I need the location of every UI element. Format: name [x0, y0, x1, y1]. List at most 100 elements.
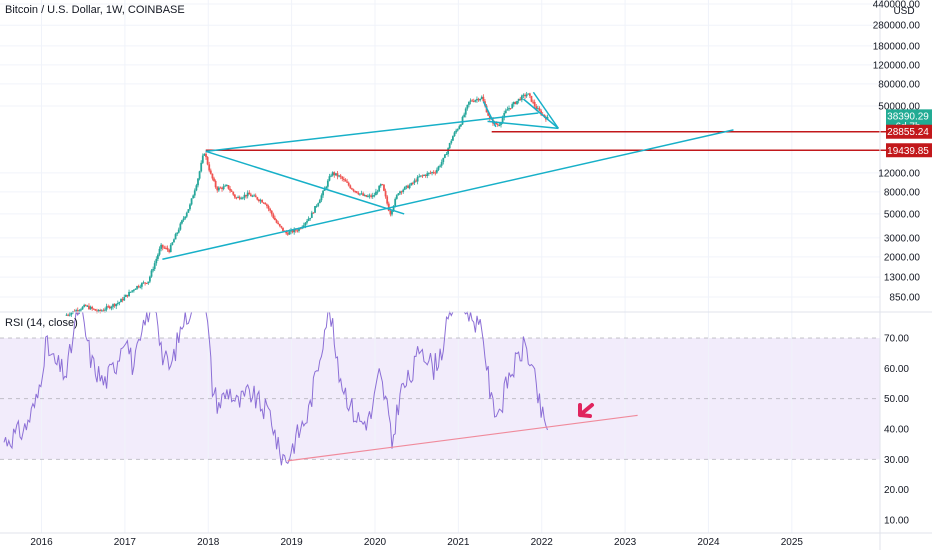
candle-body: [221, 187, 223, 190]
candle-body: [230, 190, 233, 192]
candle-body: [144, 282, 146, 284]
candle-body: [232, 191, 235, 195]
price-tick-label: 180000.00: [873, 41, 921, 52]
price-candles: [65, 91, 549, 317]
time-tick-label: 2025: [781, 537, 804, 548]
candle-body: [325, 186, 328, 189]
candle-body: [535, 106, 538, 110]
candle-body: [439, 165, 441, 167]
candle-body: [538, 108, 541, 111]
candle-body: [139, 286, 142, 288]
candle-body: [450, 140, 453, 144]
candle-body: [241, 197, 244, 199]
candle-body: [472, 101, 475, 103]
time-axis[interactable]: 2016 2017 2018 2019 2020 2021 2022 2023 2024 2025: [30, 537, 803, 548]
candle-body: [285, 231, 288, 234]
candle-body: [84, 305, 87, 307]
candle-body: [213, 178, 215, 181]
candle-body: [360, 193, 363, 195]
candle-body: [442, 157, 445, 163]
candle-body: [432, 172, 435, 174]
candle-body: [517, 98, 520, 101]
symbol-title[interactable]: Bitcoin / U.S. Dollar, 1W, COINBASE: [5, 4, 185, 16]
rsi-tick-label: 70.00: [884, 334, 909, 345]
rsi-dashed-lines: [0, 337, 880, 460]
candle-body: [423, 174, 425, 176]
price-trendlines: [162, 91, 734, 261]
rsi-title[interactable]: RSI (14, close): [5, 317, 78, 329]
candle-body: [533, 101, 536, 107]
price-axis[interactable]: 440000.00 280000.00 180000.00 120000.00 8000…: [873, 0, 921, 304]
candle-body: [137, 285, 140, 288]
candle-body: [413, 180, 416, 183]
currency-label[interactable]: USD: [893, 6, 914, 17]
candle-body: [375, 191, 377, 196]
level-tag: [886, 124, 932, 139]
candle-body: [408, 185, 411, 189]
candle-body: [104, 309, 106, 311]
candle-body: [421, 175, 424, 177]
candle-body: [527, 93, 530, 95]
candle-body: [78, 310, 81, 312]
candle-body: [216, 187, 219, 191]
candle-body: [479, 98, 482, 101]
price-tick-label: 80000.00: [878, 79, 920, 90]
candle-body: [381, 184, 384, 186]
candle-body: [312, 212, 315, 214]
candle-body: [274, 217, 276, 221]
candle-body: [415, 180, 417, 182]
candle-body: [161, 244, 164, 248]
candle-body: [120, 299, 122, 303]
candle-body: [153, 263, 156, 270]
candle-body: [405, 185, 408, 187]
candle-body: [275, 220, 278, 223]
candle-body: [272, 214, 275, 218]
candle-body: [503, 113, 506, 118]
candle-body: [179, 223, 182, 230]
rsi-support-line: [287, 414, 638, 462]
candle-body: [217, 187, 220, 191]
candle-body: [190, 198, 193, 205]
candle-body: [89, 306, 92, 310]
rsi-axis[interactable]: 70.00 60.00 50.00 40.00 30.00 20.00 10.00: [884, 334, 909, 527]
time-tick-label: 2017: [114, 537, 137, 548]
rsi-tick-label: 60.00: [884, 364, 909, 375]
time-tick-label: 2021: [447, 537, 470, 548]
candle-body: [379, 184, 382, 186]
candle-body: [371, 195, 374, 197]
candle-body: [237, 196, 239, 198]
candle-body: [224, 185, 227, 187]
candle-body: [192, 195, 195, 199]
candle-body: [524, 94, 526, 97]
candle-body: [330, 175, 332, 177]
candle-body: [341, 176, 344, 179]
candle-body: [278, 224, 281, 226]
candle-body: [302, 225, 305, 227]
candle-body: [376, 191, 379, 193]
candle-body: [370, 195, 373, 197]
candle-body: [181, 220, 183, 224]
candle-body: [349, 185, 352, 189]
candle-body: [520, 95, 523, 101]
candle-body: [158, 248, 161, 255]
candle-body: [352, 189, 355, 191]
candle-body: [258, 199, 260, 202]
candle-body: [152, 269, 155, 271]
candle-body: [169, 244, 172, 253]
candle-body: [434, 172, 437, 174]
candle-body: [326, 180, 329, 187]
candle-body: [508, 108, 510, 110]
price-tick-label: 12000.00: [878, 168, 920, 179]
candle-body: [147, 281, 150, 284]
candle-body: [155, 258, 158, 264]
candle-body: [357, 192, 360, 195]
time-tick-label: 2016: [30, 537, 53, 548]
candle-body: [165, 247, 167, 249]
trendline: [532, 91, 560, 129]
candle-body: [322, 190, 324, 196]
candle-body: [211, 173, 214, 179]
time-tick-label: 2018: [197, 537, 220, 548]
candle-body: [440, 162, 443, 166]
